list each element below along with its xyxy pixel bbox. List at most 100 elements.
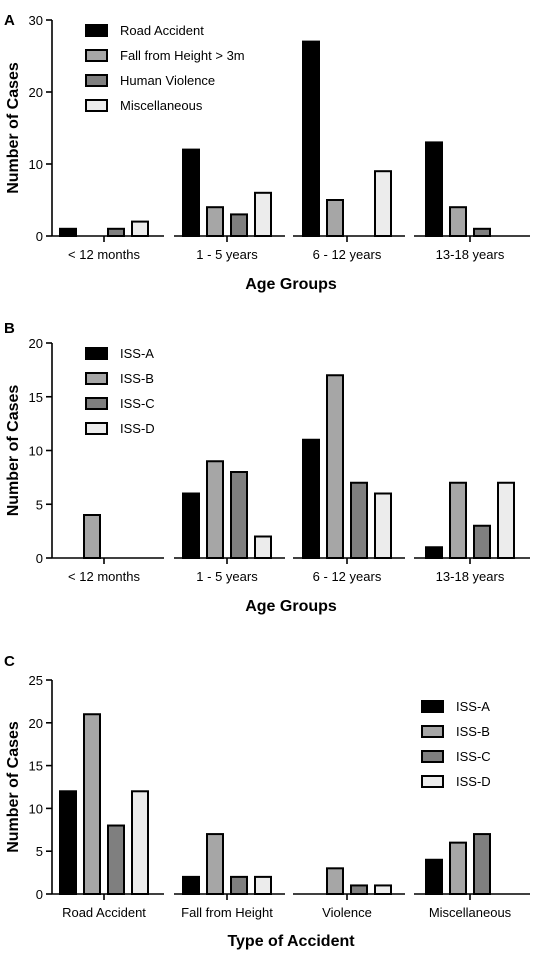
x-tick-label: < 12 months	[68, 569, 140, 584]
legend: Road Accident Fall from Height > 3m Human …	[85, 23, 245, 113]
legend-swatch	[85, 49, 108, 62]
bar	[131, 220, 149, 238]
legend-label: ISS-D	[120, 421, 155, 436]
legend-label: ISS-B	[456, 724, 490, 739]
chart-panel-c: C 0 5 10 15 20 25 Road Accident Fall from Height…	[4, 653, 530, 950]
y-tick-label: 25	[29, 673, 43, 688]
x-tick-label: 1 - 5 years	[196, 247, 258, 262]
y-tick-label: 10	[29, 801, 43, 816]
x-tick-label: Miscellaneous	[429, 905, 512, 920]
y-tick-label: 15	[29, 759, 43, 774]
bar	[449, 206, 467, 237]
x-tick-label: 13-18 years	[436, 569, 505, 584]
bar	[425, 141, 443, 237]
bar	[374, 884, 392, 896]
x-tick-label: Road Accident	[62, 905, 146, 920]
x-axis-title: Type of Accident	[227, 933, 355, 950]
legend-label: Human Violence	[120, 73, 215, 88]
bar	[182, 148, 200, 238]
legend-label: ISS-A	[120, 346, 154, 361]
legend-label: ISS-C	[120, 396, 155, 411]
legend-label: ISS-C	[456, 749, 491, 764]
y-tick-label: 0	[36, 551, 43, 566]
legend-swatch	[421, 750, 444, 763]
bar	[182, 875, 200, 896]
panel-letter: A	[4, 12, 15, 29]
bar	[254, 535, 272, 559]
y-tick-label: 5	[36, 497, 43, 512]
bar	[449, 841, 467, 896]
bar	[206, 206, 224, 237]
bar	[326, 374, 344, 559]
legend-label: ISS-A	[456, 699, 490, 714]
bar	[206, 833, 224, 896]
y-tick-label: 5	[36, 844, 43, 859]
legend-label: Road Accident	[120, 23, 204, 38]
legend-swatch	[85, 24, 108, 37]
chart-panel-b: B 0 5 10 15 20 < 12 months 1 - 5 years 6 - 12 ye…	[4, 320, 530, 615]
bar	[230, 875, 248, 896]
bar	[206, 460, 224, 559]
bar	[254, 875, 272, 896]
legend-swatch	[85, 372, 108, 385]
legend-label: Fall from Height > 3m	[120, 48, 245, 63]
bar	[350, 481, 368, 559]
legend-swatch	[85, 74, 108, 87]
bar	[473, 833, 491, 896]
y-axis-title: Number of Cases	[5, 721, 22, 853]
y-axis-title: Number of Cases	[5, 385, 22, 517]
bar	[449, 481, 467, 559]
legend: ISS-A ISS-B ISS-C ISS-D	[85, 346, 155, 436]
legend-swatch	[85, 347, 108, 360]
bar	[425, 858, 443, 896]
bar	[302, 438, 320, 559]
bar	[302, 40, 320, 237]
x-tick-label: 1 - 5 years	[196, 569, 258, 584]
legend-swatch	[85, 99, 108, 112]
chart-panel-a: A 0 10 20 30 < 12 months 1 - 5 years 6 - 12 yea…	[4, 12, 530, 293]
x-tick-label: Violence	[322, 905, 372, 920]
y-tick-label: 20	[29, 85, 43, 100]
legend-swatch	[85, 422, 108, 435]
x-axis-title: Age Groups	[245, 598, 337, 615]
x-tick-label: Fall from Height	[181, 905, 273, 920]
y-tick-label: 20	[29, 716, 43, 731]
bar	[374, 170, 392, 237]
legend-swatch	[85, 397, 108, 410]
bar	[83, 514, 101, 559]
bar	[230, 213, 248, 237]
bar	[83, 713, 101, 895]
panel-letter: B	[4, 320, 15, 337]
x-tick-label: < 12 months	[68, 247, 140, 262]
bar	[350, 884, 368, 896]
y-tick-label: 30	[29, 13, 43, 28]
legend-label: Miscellaneous	[120, 98, 203, 113]
y-tick-label: 10	[29, 444, 43, 459]
y-tick-label: 20	[29, 336, 43, 351]
bar	[107, 824, 125, 896]
y-tick-label: 15	[29, 390, 43, 405]
bar	[473, 524, 491, 559]
x-tick-label: 6 - 12 years	[313, 569, 382, 584]
bar	[230, 471, 248, 559]
bar	[326, 199, 344, 237]
bar	[473, 227, 491, 238]
bar	[425, 546, 443, 559]
legend-label: ISS-B	[120, 371, 154, 386]
legend-swatch	[421, 725, 444, 738]
bar	[59, 790, 77, 896]
x-axis-title: Age Groups	[245, 276, 337, 293]
bar	[182, 492, 200, 559]
y-tick-label: 10	[29, 157, 43, 172]
bar	[497, 481, 515, 559]
legend-swatch	[421, 775, 444, 788]
x-tick-label: 6 - 12 years	[313, 247, 382, 262]
y-tick-label: 0	[36, 229, 43, 244]
x-tick-label: 13-18 years	[436, 247, 505, 262]
bar	[326, 867, 344, 896]
panel-letter: C	[4, 653, 15, 670]
legend-label: ISS-D	[456, 774, 491, 789]
bar	[131, 790, 149, 896]
legend: ISS-A ISS-B ISS-C ISS-D	[421, 699, 491, 789]
